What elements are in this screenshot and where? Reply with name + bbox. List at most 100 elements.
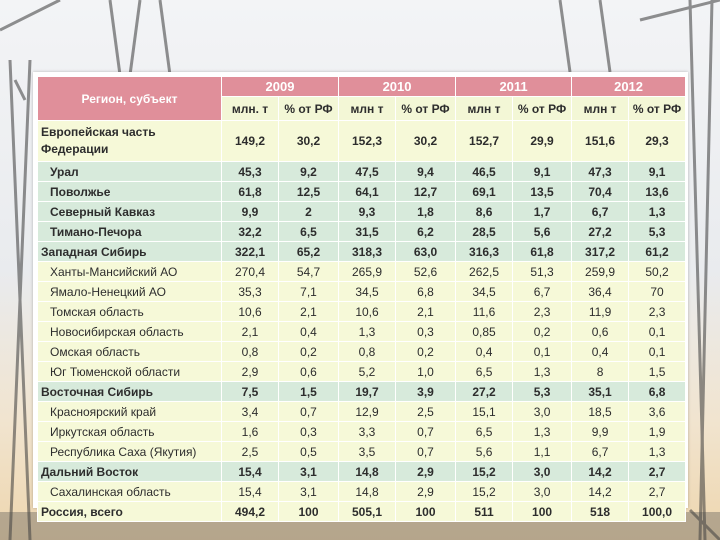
value-cell: 1,7 bbox=[512, 201, 573, 222]
value-cell: 13,5 bbox=[512, 181, 573, 202]
region-name-cell: Ханты-Мансийский АО bbox=[37, 261, 222, 282]
value-cell: 30,2 bbox=[395, 120, 457, 162]
value-cell: 152,7 bbox=[455, 120, 514, 162]
value-cell: 1,5 bbox=[277, 381, 340, 402]
value-cell: 29,3 bbox=[628, 120, 687, 162]
value-cell: 51,3 bbox=[512, 261, 573, 282]
value-cell: 0,6 bbox=[571, 321, 630, 342]
value-cell: 1,3 bbox=[512, 421, 573, 442]
value-cell: 0,4 bbox=[455, 341, 514, 362]
value-cell: 3,0 bbox=[512, 481, 573, 502]
value-cell: 270,4 bbox=[221, 261, 279, 282]
value-cell: 11,9 bbox=[571, 301, 630, 322]
value-cell: 15,2 bbox=[455, 461, 514, 482]
value-cell: 6,2 bbox=[395, 221, 457, 242]
value-cell: 65,2 bbox=[277, 241, 340, 262]
value-cell: 9,3 bbox=[338, 201, 397, 222]
value-cell: 2,3 bbox=[628, 301, 687, 322]
value-cell: 14,2 bbox=[571, 481, 630, 502]
value-cell: 27,2 bbox=[571, 221, 630, 242]
table-sheet: Регион, субъект 2009 2010 2011 2012 млн.… bbox=[33, 72, 688, 522]
value-cell: 0,8 bbox=[221, 341, 279, 362]
value-cell: 1,5 bbox=[628, 361, 687, 382]
value-cell: 15,2 bbox=[455, 481, 514, 502]
value-cell: 10,6 bbox=[221, 301, 279, 322]
value-cell: 7,1 bbox=[277, 281, 340, 302]
value-cell: 5,6 bbox=[455, 441, 514, 462]
unit-header: % от РФ bbox=[277, 96, 340, 121]
unit-header: млн. т bbox=[221, 96, 279, 121]
value-cell: 0,2 bbox=[277, 341, 340, 362]
value-cell: 259,9 bbox=[571, 261, 630, 282]
value-cell: 18,5 bbox=[571, 401, 630, 422]
value-cell: 34,5 bbox=[338, 281, 397, 302]
value-cell: 0,85 bbox=[455, 321, 514, 342]
unit-header: % от РФ bbox=[628, 96, 687, 121]
value-cell: 6,8 bbox=[628, 381, 687, 402]
value-cell: 0,7 bbox=[395, 441, 457, 462]
value-cell: 151,6 bbox=[571, 120, 630, 162]
value-cell: 0,6 bbox=[277, 361, 340, 382]
value-cell: 9,1 bbox=[512, 161, 573, 182]
region-name-cell: Северный Кавказ bbox=[37, 201, 222, 222]
value-cell: 29,9 bbox=[512, 120, 573, 162]
value-cell: 2,7 bbox=[628, 461, 687, 482]
value-cell: 50,2 bbox=[628, 261, 687, 282]
value-cell: 2,9 bbox=[221, 361, 279, 382]
value-cell: 0,3 bbox=[277, 421, 340, 442]
value-cell: 2,3 bbox=[512, 301, 573, 322]
value-cell: 0,4 bbox=[571, 341, 630, 362]
table-row: Красноярский край 3,4 0,7 12,9 2,5 15,1 3,0 18,… bbox=[37, 401, 687, 422]
value-cell: 494,2 bbox=[221, 501, 279, 522]
value-cell: 518 bbox=[571, 501, 630, 522]
value-cell: 5,6 bbox=[512, 221, 573, 242]
value-cell: 15,4 bbox=[221, 481, 279, 502]
value-cell: 3,0 bbox=[512, 401, 573, 422]
value-cell: 9,9 bbox=[221, 201, 279, 222]
value-cell: 9,2 bbox=[277, 161, 340, 182]
value-cell: 34,5 bbox=[455, 281, 514, 302]
region-column-header: Регион, субъект bbox=[37, 76, 222, 121]
value-cell: 9,4 bbox=[395, 161, 457, 182]
unit-header: млн т bbox=[338, 96, 397, 121]
value-cell: 0,2 bbox=[395, 341, 457, 362]
value-cell: 2,1 bbox=[395, 301, 457, 322]
table-row: Новосибирская область 2,1 0,4 1,3 0,3 0,85 0,2… bbox=[37, 321, 687, 342]
value-cell: 5,3 bbox=[512, 381, 573, 402]
value-cell: 0,8 bbox=[338, 341, 397, 362]
table-row: Томская область 10,6 2,1 10,6 2,1 11,6 2,3 11,9… bbox=[37, 301, 687, 322]
value-cell: 3,6 bbox=[628, 401, 687, 422]
table-row: Омская область 0,8 0,2 0,8 0,2 0,4 0,1 0,4 0,1 bbox=[37, 341, 687, 362]
value-cell: 6,8 bbox=[395, 281, 457, 302]
value-cell: 64,1 bbox=[338, 181, 397, 202]
value-cell: 27,2 bbox=[455, 381, 514, 402]
value-cell: 100 bbox=[395, 501, 457, 522]
value-cell: 100 bbox=[277, 501, 340, 522]
region-name-cell: Ямало-Ненецкий АО bbox=[37, 281, 222, 302]
value-cell: 0,7 bbox=[395, 421, 457, 442]
value-cell: 2,1 bbox=[277, 301, 340, 322]
value-cell: 6,7 bbox=[571, 441, 630, 462]
table-row: Иркутская область 1,6 0,3 3,3 0,7 6,5 1,3 9,9 1,… bbox=[37, 421, 687, 442]
oil-production-table: Регион, субъект 2009 2010 2011 2012 млн.… bbox=[37, 76, 687, 522]
year-header-2010: 2010 bbox=[338, 76, 457, 97]
value-cell: 152,3 bbox=[338, 120, 397, 162]
value-cell: 35,3 bbox=[221, 281, 279, 302]
value-cell: 14,2 bbox=[571, 461, 630, 482]
table-row: Западная Сибирь 322,1 65,2 318,3 63,0 316,3 61… bbox=[37, 241, 687, 262]
value-cell: 9,1 bbox=[628, 161, 687, 182]
table-row: Северный Кавказ 9,9 2 9,3 1,8 8,6 1,7 6,7 1,3 bbox=[37, 201, 687, 222]
value-cell: 505,1 bbox=[338, 501, 397, 522]
value-cell: 1,3 bbox=[628, 201, 687, 222]
value-cell: 69,1 bbox=[455, 181, 514, 202]
value-cell: 3,4 bbox=[221, 401, 279, 422]
value-cell: 28,5 bbox=[455, 221, 514, 242]
region-name-cell: Европейская часть Федерации bbox=[37, 120, 222, 162]
value-cell: 32,2 bbox=[221, 221, 279, 242]
value-cell: 15,4 bbox=[221, 461, 279, 482]
value-cell: 63,0 bbox=[395, 241, 457, 262]
table-row: Дальний Восток 15,4 3,1 14,8 2,9 15,2 3,0 14,2 2… bbox=[37, 461, 687, 482]
value-cell: 14,8 bbox=[338, 481, 397, 502]
value-cell: 2 bbox=[277, 201, 340, 222]
value-cell: 3,1 bbox=[277, 461, 340, 482]
